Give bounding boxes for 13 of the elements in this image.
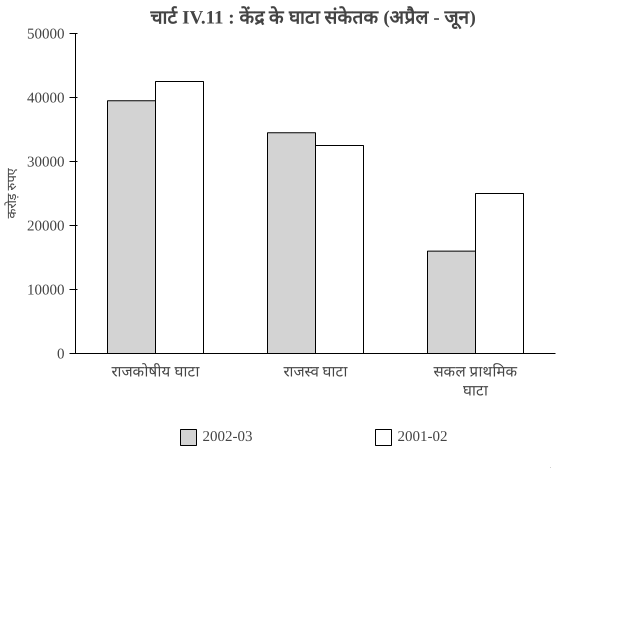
y-axis-title: करोड़ रुपए (4, 167, 19, 219)
legend-label: 2001-02 (398, 428, 448, 446)
y-tick-label: 50000 (27, 26, 64, 42)
y-tick-label: 20000 (27, 218, 64, 234)
x-tick-label: राजस्व घाटा (284, 364, 348, 380)
legend-label: 2002-03 (202, 428, 252, 446)
y-tick-label: 40000 (27, 90, 64, 106)
y-tick-label: 10000 (27, 282, 64, 298)
y-tick-label: 30000 (27, 154, 64, 170)
chart-title: चार्ट IV.11 : केंद्र के घाटा संकेतक (अप्रैल - जून) (149, 6, 476, 30)
x-tick-label: राजकोषीय घाटा (112, 362, 200, 380)
y-tick-label: 0 (57, 346, 64, 362)
x-tick-label: सकल प्राथमिक घाटा (434, 362, 518, 400)
